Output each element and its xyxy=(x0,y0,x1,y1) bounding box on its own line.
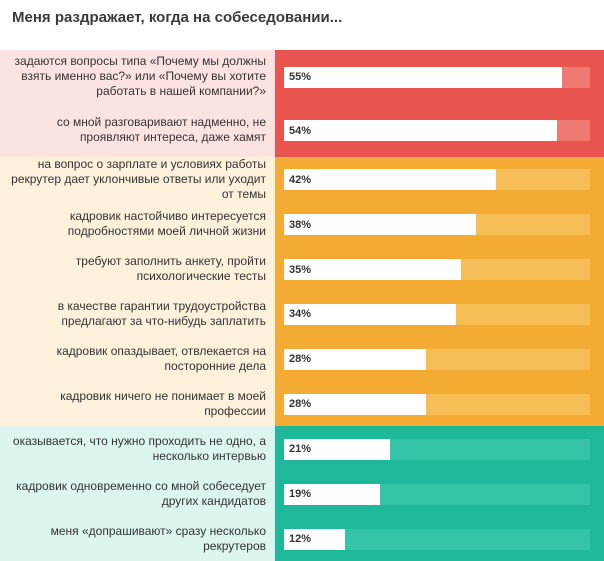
group-label-panel xyxy=(0,426,275,561)
bar: 34% xyxy=(284,303,456,325)
bar: 38% xyxy=(284,214,477,236)
bar-value-label: 42% xyxy=(289,173,312,186)
bar-track: 21% xyxy=(284,438,590,460)
bar: 54% xyxy=(284,120,557,142)
bar-label: на вопрос о зарплате и условиях работы р… xyxy=(11,156,266,201)
bar-track: 34% xyxy=(284,303,590,325)
bar-value-label: 54% xyxy=(289,124,312,137)
bar-label: в качестве гарантии трудоустройства пред… xyxy=(57,298,266,328)
bar-track: 55% xyxy=(284,66,590,88)
bar: 21% xyxy=(284,438,391,460)
bar-track: 42% xyxy=(284,169,590,191)
bar-track: 28% xyxy=(284,348,590,370)
bar-row: кадровик ничего не понимает в моей профе… xyxy=(0,381,604,426)
bar-track: 38% xyxy=(284,214,590,236)
bar-value-label: 28% xyxy=(289,398,312,411)
bar-row: требуют заполнить анкету, пройти психоло… xyxy=(0,247,604,292)
bar-label: кадровик ничего не понимает в моей профе… xyxy=(60,388,266,418)
group-band-top: задаются вопросы типа «Почему мы должны … xyxy=(0,50,604,157)
bar: 55% xyxy=(284,66,562,88)
group-bar-panel xyxy=(275,157,604,426)
bar-value-label: 34% xyxy=(289,308,312,321)
bar-row: кадровик настойчиво интересуется подробн… xyxy=(0,202,604,247)
group-band-middle: на вопрос о зарплате и условиях работы р… xyxy=(0,157,604,426)
bar-row: в качестве гарантии трудоустройства пред… xyxy=(0,292,604,337)
bar-track: 12% xyxy=(284,528,590,550)
bar-value-label: 19% xyxy=(289,488,312,500)
chart-title: Меня раздражает, когда на собеседовании.… xyxy=(12,9,343,26)
group-band-bottom: оказывается, что нужно проходить не одно… xyxy=(0,426,604,561)
bar-value-label: 35% xyxy=(289,263,312,276)
bar-row: задаются вопросы типа «Почему мы должны … xyxy=(0,50,604,104)
bar: 28% xyxy=(284,393,426,415)
bar-row: со мной разговаривают надменно, не прояв… xyxy=(0,104,604,158)
bar-row: кадровик одновременно со мной собеседует… xyxy=(0,471,604,516)
bar-label: меня «допрашивают» сразу несколько рекру… xyxy=(50,523,266,553)
bar-row: на вопрос о зарплате и условиях работы р… xyxy=(0,157,604,202)
bar-track: 35% xyxy=(284,259,590,281)
bar-label: кадровик одновременно со мной собеседует… xyxy=(16,478,266,508)
bar-row: меня «допрашивают» сразу несколько рекру… xyxy=(0,516,604,561)
bar: 42% xyxy=(284,169,497,191)
bar: 28% xyxy=(284,348,426,370)
bar-value-label: 28% xyxy=(289,353,312,366)
bar-row: оказывается, что нужно проходить не одно… xyxy=(0,426,604,471)
bar-row: кадровик опаздывает, отвлекается на пост… xyxy=(0,336,604,381)
bar: 35% xyxy=(284,259,461,281)
bar-label: кадровик опаздывает, отвлекается на пост… xyxy=(56,343,266,373)
bar: 12% xyxy=(284,528,345,550)
bar-track: 54% xyxy=(284,120,590,142)
bar-track: 19% xyxy=(284,483,590,505)
bar-label: оказывается, что нужно проходить не одно… xyxy=(12,433,266,463)
bar-value-label: 21% xyxy=(289,443,312,455)
bar-label: кадровик настойчиво интересуется подробн… xyxy=(67,209,266,239)
group-label-panel xyxy=(0,157,275,426)
bar-track: 28% xyxy=(284,393,590,415)
bar-label: задаются вопросы типа «Почему мы должны … xyxy=(14,54,266,99)
group-label-panel xyxy=(0,50,275,157)
bar-label: со мной разговаривают надменно, не прояв… xyxy=(56,115,266,145)
bar-value-label: 12% xyxy=(289,533,312,545)
bar: 19% xyxy=(284,483,381,505)
bar-value-label: 38% xyxy=(289,218,312,231)
bar-label: требуют заполнить анкету, пройти психоло… xyxy=(75,254,266,284)
bar-value-label: 55% xyxy=(289,71,312,84)
